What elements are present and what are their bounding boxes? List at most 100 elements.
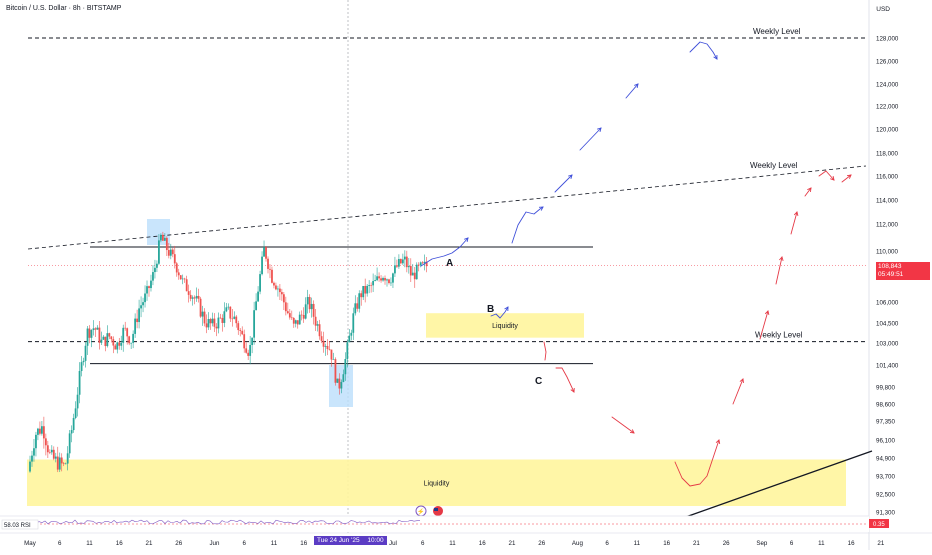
candle-body: [380, 278, 382, 281]
candle-body: [175, 263, 178, 273]
candle-body: [70, 430, 73, 434]
candle-body: [275, 285, 277, 290]
x-tick-label: 11: [449, 540, 456, 547]
last-price-badge: 108,843 05:49:51: [876, 262, 930, 280]
candle-body: [413, 272, 416, 280]
candle-body: [280, 292, 283, 295]
candle-body: [392, 273, 394, 283]
x-tick-label: 6: [421, 540, 425, 547]
candle-body: [74, 408, 77, 418]
candle-body: [398, 259, 400, 267]
candle-body: [108, 333, 111, 337]
candle-body: [308, 296, 311, 310]
candle-body: [336, 378, 339, 383]
x-tick-label: Sep: [756, 540, 768, 547]
y-tick-label: 106,000: [876, 300, 899, 307]
candle-body: [251, 337, 254, 345]
candle-body: [35, 434, 37, 449]
red-leg1-head: [739, 378, 744, 384]
impulse-top: [689, 41, 718, 60]
candle-body: [201, 311, 204, 317]
rsi-pane: [0, 516, 869, 532]
candle-body: [415, 264, 418, 280]
x-tick-label: 11: [634, 540, 641, 547]
candle-body: [231, 318, 234, 320]
candle-body: [227, 306, 230, 308]
candle-body: [41, 426, 43, 434]
candle-body: [94, 328, 97, 330]
candle-body: [342, 374, 345, 382]
candle-body: [302, 315, 305, 319]
x-tick-label: Jun: [209, 540, 220, 547]
red-leg6: [818, 170, 835, 181]
candle-body: [300, 314, 303, 316]
candle-body: [126, 328, 129, 337]
candle-body: [320, 336, 323, 341]
wave-label-b: B: [487, 304, 494, 315]
candle-body: [158, 240, 160, 264]
candle-body: [130, 342, 133, 344]
y-tick-label: 97,350: [876, 419, 895, 426]
candle-body: [199, 298, 202, 317]
y-tick-label: 118,000: [876, 151, 898, 158]
x-tick-label: 21: [693, 540, 700, 547]
y-tick-label: 116,000: [876, 174, 898, 181]
candle-body: [92, 328, 95, 331]
candle-body: [104, 336, 107, 347]
candle-body: [110, 336, 113, 340]
impulse-leg4: [625, 83, 639, 99]
candle-body: [116, 342, 119, 350]
impulse-leg3-head: [597, 127, 602, 132]
candle-body: [245, 348, 248, 353]
crosshair-time: 10:00: [367, 537, 384, 544]
candle-body: [296, 320, 299, 325]
candle-body: [370, 285, 373, 286]
crosshair-date: Tue 24 Jun '25: [317, 537, 360, 544]
candle-body: [114, 345, 117, 350]
y-tick-label: 120,000: [876, 127, 899, 134]
candle-body: [382, 278, 384, 281]
candle-body: [286, 311, 289, 314]
candle-body: [102, 336, 105, 340]
candle-body: [284, 302, 287, 312]
candle-body: [332, 359, 335, 360]
candle-body: [401, 259, 404, 264]
candle-body: [310, 303, 313, 310]
candle-body: [277, 288, 279, 290]
candle-body: [154, 267, 156, 273]
candle-body: [118, 342, 121, 346]
candle-body: [31, 455, 33, 462]
candle-body: [207, 319, 210, 328]
weekly-level-label: Weekly Level: [753, 27, 801, 36]
y-tick-label: 101,400: [876, 363, 899, 370]
y-tick-label: 114,000: [876, 198, 898, 205]
support-trendline: [679, 450, 873, 520]
red-leg4-head: [793, 211, 799, 216]
candle-body: [384, 278, 386, 281]
x-tick-label: Aug: [572, 540, 584, 547]
x-tick-label: 11: [271, 540, 278, 547]
candle-body: [136, 318, 138, 323]
candle-body: [134, 318, 137, 334]
candle-body: [78, 371, 81, 395]
candle-body: [376, 276, 378, 281]
candle-body: [324, 345, 327, 347]
candle-body: [322, 340, 325, 347]
y-tick-label: 110,000: [876, 249, 898, 256]
candle-body: [106, 333, 109, 347]
candle-body: [338, 378, 341, 389]
y-tick-label: 122,000: [876, 104, 899, 111]
candle-body: [304, 304, 307, 319]
x-tick-label: 6: [242, 540, 246, 547]
candle-body: [223, 311, 226, 323]
last-price-value: 108,843: [878, 263, 902, 270]
y-tick-label: 92,500: [876, 492, 895, 499]
rsi-value-badge: [869, 519, 889, 528]
candle-body: [267, 258, 269, 269]
candle-body: [255, 301, 257, 311]
weekly-level-label: Weekly Level: [750, 161, 798, 170]
y-tick-label: 103,000: [876, 341, 899, 348]
candle-body: [156, 263, 158, 268]
